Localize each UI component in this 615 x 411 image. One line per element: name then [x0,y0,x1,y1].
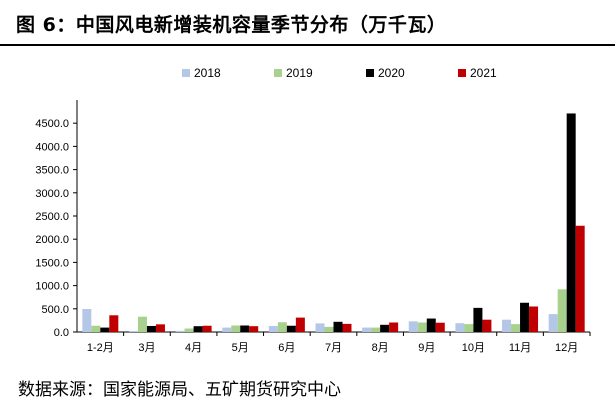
x-tick-label: 8月 [372,342,389,354]
bar-chart: 0.0 500.0 1000.0 1500.0 2000.0 2500.0 3000.0 35… [35,66,591,354]
y-tick-label: 500.0 [41,304,69,316]
bar-2020-2 [193,326,203,332]
x-tick-label: 11月 [509,342,531,354]
bar-2018-10 [548,314,558,332]
x-tick-label: 9月 [418,342,435,354]
x-tick-label: 1-2月 [87,342,114,354]
bar-2021-1 [155,324,165,332]
bar-2018-5 [315,323,325,332]
bar-2019-6 [371,327,381,332]
bar-2019-4 [277,322,287,332]
x-tick-label: 6月 [278,342,295,354]
bar-2021-2 [202,325,212,332]
y-tick-label: 3500.0 [35,165,69,177]
chart-title: 图 6：中国风电新增装机容量季节分布（万千瓦） [16,14,447,36]
bar-2021-3 [249,326,259,332]
bar-2018-8 [455,323,465,332]
y-tick-label: 2000.0 [35,234,69,246]
x-tick-label: 10月 [462,342,485,354]
bar-2020-5 [333,321,343,332]
bar-2020-6 [380,324,390,332]
bar-2018-2 [175,330,185,332]
y-tick-label: 0.0 [54,327,69,339]
bar-2021-5 [342,323,352,332]
bar-2018-1 [128,331,138,332]
bar-2021-7 [435,322,445,332]
bar-2019-5 [324,326,334,332]
bar-2021-6 [389,322,399,332]
legend-label-2021: 2021 [470,66,497,80]
legend-label-2020: 2020 [378,66,405,80]
x-tick-label: 3月 [138,342,155,354]
bar-2021-9 [529,306,539,332]
bar-2018-4 [268,325,278,332]
y-tick-label: 1500.0 [35,257,69,269]
y-tick-label: 2500.0 [35,211,69,223]
title-divider [0,44,615,46]
bar-2021-4 [295,317,305,332]
bar-2019-9 [511,324,521,332]
legend-swatch-2018 [182,69,190,77]
x-tick-label: 12月 [555,342,578,354]
bar-2019-8 [464,324,474,332]
bar-2020-1 [146,325,156,332]
bar-2020-10 [566,113,576,333]
bar-2020-3 [240,325,250,332]
bar-2019-10 [557,289,567,332]
bar-2020-0 [100,327,110,332]
legend-label-2018: 2018 [194,66,221,80]
bar-2019-2 [184,328,194,332]
bar-2020-8 [473,307,483,332]
bar-2018-3 [222,327,232,332]
x-tick-label: 5月 [232,342,249,354]
bar-2021-10 [575,225,585,332]
bar-2018-0 [82,309,92,332]
bar-2019-3 [231,325,241,332]
bar-2020-4 [286,325,296,332]
y-tick-label: 3000.0 [35,188,69,200]
bar-2019-0 [91,325,101,332]
x-tick-label: 7月 [325,342,342,354]
bar-2018-6 [362,327,372,332]
bar-2018-9 [502,319,512,332]
source-note: 数据来源：国家能源局、五矿期货研究中心 [18,380,341,400]
bar-2021-8 [482,319,492,332]
legend-label-2019: 2019 [286,66,313,80]
y-tick-label: 4500.0 [35,118,69,130]
legend-swatch-2019 [274,69,282,77]
bar-2019-7 [417,322,427,332]
bar-2018-7 [408,321,418,332]
legend-swatch-2020 [366,69,374,77]
x-tick-label: 4月 [185,342,202,354]
bar-2019-1 [137,316,147,332]
legend-swatch-2021 [458,69,466,77]
bar-2020-9 [520,302,530,332]
bar-2020-7 [426,318,436,332]
y-tick-label: 1000.0 [35,281,69,293]
y-tick-label: 4000.0 [35,141,69,153]
bar-2021-0 [109,315,119,332]
